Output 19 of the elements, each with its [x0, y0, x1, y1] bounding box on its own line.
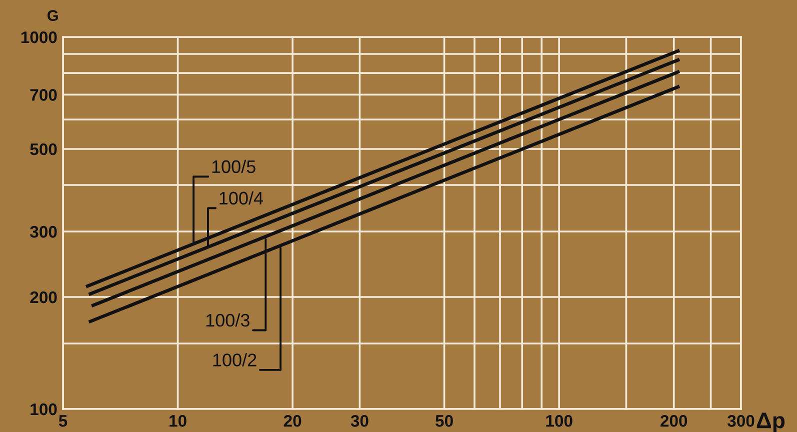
- x-tick-label: 5: [58, 415, 68, 427]
- y-tick-label: 100: [30, 403, 57, 416]
- x-tick-label: 300: [727, 414, 754, 427]
- x-tick-label: 100: [546, 414, 572, 427]
- x-tick-label: 10: [170, 414, 186, 427]
- y-tick-label: 1000: [21, 31, 57, 44]
- annotation: 100/4: [220, 191, 264, 205]
- y-axis-title: G: [48, 10, 58, 21]
- x-tick-label: 50: [436, 414, 453, 427]
- y-tick-label: 300: [30, 226, 57, 238]
- annotation: 100/5: [212, 160, 256, 174]
- y-tick-label: 200: [30, 291, 57, 304]
- x-tick-label: 200: [660, 414, 688, 427]
- x-tick-label: 30: [350, 414, 368, 427]
- x-tick-label: 20: [284, 414, 302, 427]
- y-tick-label: 700: [30, 89, 57, 101]
- annotation: 100/3: [206, 313, 250, 327]
- annotation: 100/2: [213, 353, 256, 366]
- y-tick-label: 500: [30, 143, 57, 156]
